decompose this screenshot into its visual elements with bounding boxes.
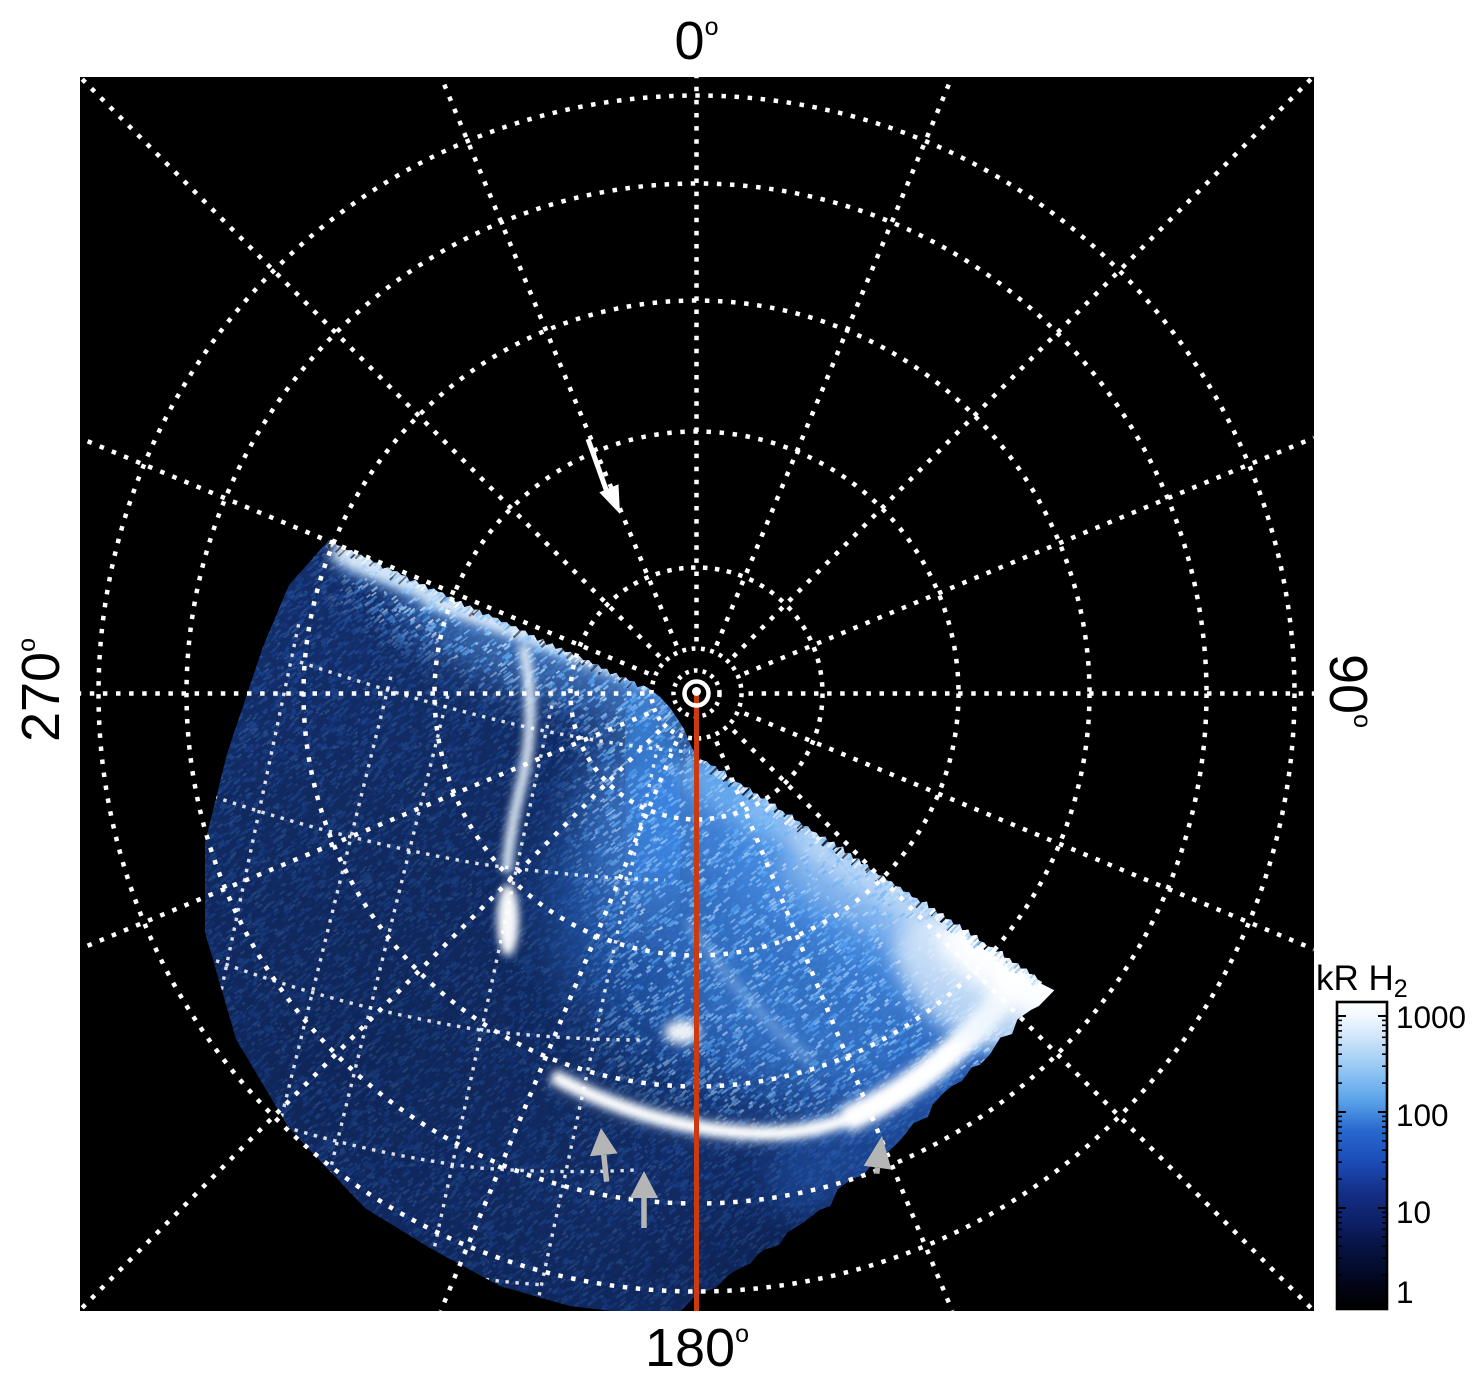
svg-text:180o: 180o	[645, 1318, 749, 1378]
svg-text:270o: 270o	[11, 638, 71, 742]
svg-text:100: 100	[1396, 1097, 1449, 1133]
svg-text:1: 1	[1396, 1274, 1414, 1310]
svg-text:kR H2: kR H2	[1316, 959, 1408, 1003]
svg-text:10: 10	[1396, 1194, 1431, 1230]
svg-text:1000: 1000	[1396, 999, 1466, 1035]
